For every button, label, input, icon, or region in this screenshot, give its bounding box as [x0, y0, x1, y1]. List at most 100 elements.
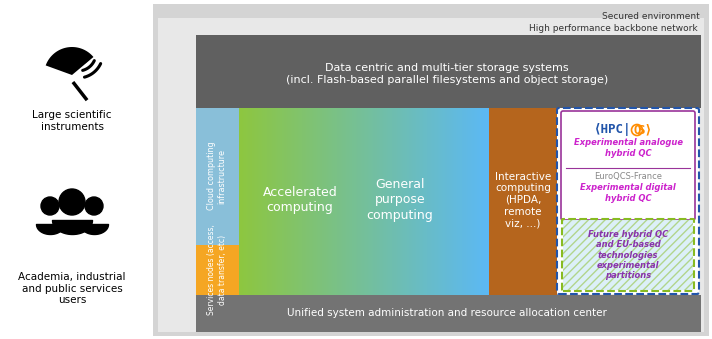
- Bar: [347, 108, 348, 295]
- Bar: [338, 108, 340, 295]
- Bar: [291, 108, 293, 295]
- Bar: [335, 108, 337, 295]
- Text: Secured environment: Secured environment: [602, 12, 700, 21]
- Bar: [472, 108, 473, 295]
- Bar: [318, 108, 319, 295]
- Bar: [478, 108, 480, 295]
- Bar: [245, 108, 246, 295]
- Bar: [349, 108, 350, 295]
- Bar: [453, 108, 454, 295]
- Bar: [240, 108, 241, 295]
- Bar: [309, 108, 310, 295]
- Bar: [455, 108, 456, 295]
- Bar: [263, 108, 265, 295]
- Bar: [458, 108, 460, 295]
- Circle shape: [41, 197, 59, 215]
- Text: Unified system administration and resource allocation center: Unified system administration and resour…: [287, 308, 607, 318]
- Bar: [372, 108, 373, 295]
- Bar: [241, 108, 243, 295]
- Bar: [416, 108, 417, 295]
- Bar: [244, 108, 246, 295]
- Bar: [344, 108, 345, 295]
- Bar: [474, 108, 476, 295]
- Text: ⟨HPC|: ⟨HPC|: [595, 123, 632, 137]
- Bar: [360, 108, 361, 295]
- Bar: [361, 108, 362, 295]
- Bar: [362, 108, 364, 295]
- Bar: [314, 108, 315, 295]
- Bar: [365, 108, 366, 295]
- Bar: [315, 108, 316, 295]
- Bar: [257, 108, 258, 295]
- Bar: [373, 108, 375, 295]
- Bar: [250, 108, 251, 295]
- Bar: [479, 108, 481, 295]
- Bar: [286, 108, 288, 295]
- Bar: [310, 108, 312, 295]
- Bar: [413, 108, 414, 295]
- Bar: [473, 108, 475, 295]
- Bar: [342, 108, 344, 295]
- Bar: [486, 108, 487, 295]
- FancyBboxPatch shape: [557, 108, 699, 294]
- Bar: [256, 108, 257, 295]
- Bar: [377, 108, 378, 295]
- Bar: [299, 108, 300, 295]
- Bar: [261, 108, 262, 295]
- Bar: [408, 108, 409, 295]
- Bar: [267, 108, 268, 295]
- Bar: [419, 108, 420, 295]
- Bar: [563, 220, 693, 290]
- Circle shape: [85, 197, 103, 215]
- Bar: [364, 108, 365, 295]
- Bar: [363, 108, 365, 295]
- Bar: [452, 108, 454, 295]
- Bar: [308, 108, 310, 295]
- Bar: [440, 108, 441, 295]
- Text: Academia, industrial
and public services
users: Academia, industrial and public services…: [19, 272, 126, 305]
- Bar: [387, 108, 388, 295]
- Bar: [265, 108, 266, 295]
- Bar: [196, 245, 239, 295]
- Bar: [456, 108, 458, 295]
- Bar: [437, 108, 439, 295]
- Bar: [412, 108, 414, 295]
- Bar: [401, 108, 402, 295]
- Bar: [355, 108, 356, 295]
- Text: Services nodes (access,
data transfer, etc): Services nodes (access, data transfer, e…: [207, 224, 226, 315]
- Bar: [272, 108, 274, 295]
- Bar: [315, 108, 317, 295]
- Bar: [456, 108, 457, 295]
- Bar: [431, 108, 432, 295]
- Bar: [296, 108, 298, 295]
- Bar: [428, 108, 429, 295]
- Bar: [444, 108, 446, 295]
- Bar: [379, 108, 380, 295]
- Bar: [397, 108, 399, 295]
- Bar: [407, 108, 408, 295]
- Bar: [422, 108, 424, 295]
- Bar: [294, 108, 295, 295]
- Bar: [286, 108, 287, 295]
- Bar: [467, 108, 468, 295]
- Text: Cloud computing
infrastructure: Cloud computing infrastructure: [207, 142, 226, 210]
- Bar: [298, 108, 299, 295]
- Bar: [476, 108, 478, 295]
- Bar: [466, 108, 467, 295]
- Bar: [320, 108, 321, 295]
- Bar: [459, 108, 461, 295]
- Bar: [387, 108, 389, 295]
- Bar: [335, 108, 336, 295]
- Bar: [378, 108, 379, 295]
- Bar: [264, 108, 266, 295]
- Bar: [266, 108, 267, 295]
- Bar: [340, 108, 341, 295]
- Bar: [418, 108, 419, 295]
- Bar: [394, 108, 395, 295]
- Bar: [318, 108, 320, 295]
- Bar: [445, 108, 446, 295]
- Bar: [375, 108, 376, 295]
- Bar: [476, 108, 477, 295]
- Bar: [254, 108, 256, 295]
- Bar: [289, 108, 290, 295]
